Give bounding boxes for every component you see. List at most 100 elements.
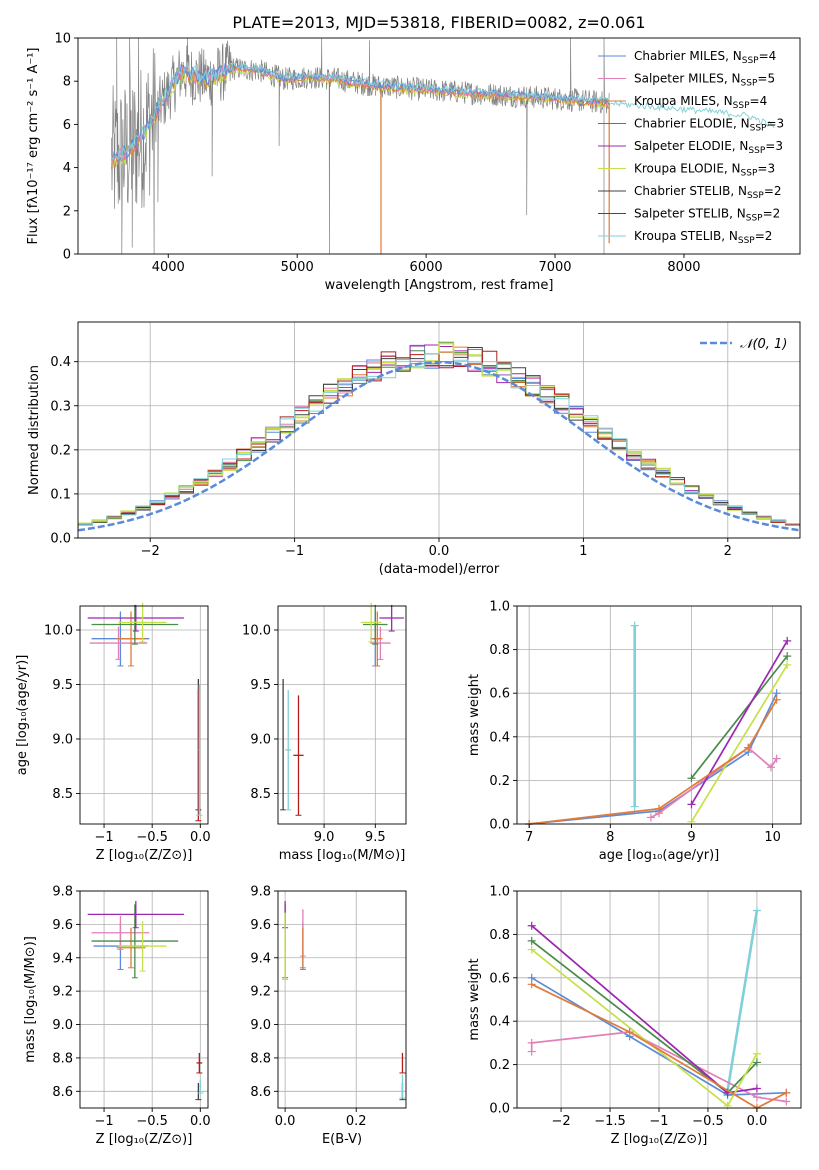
axes-frame — [79, 890, 209, 1109]
axes-frame — [516, 605, 802, 825]
weight-marker-chabrier_elodie — [752, 1058, 761, 1067]
weight-marker-salpeter_miles — [752, 1093, 761, 1102]
x-tick-label: −0.5 — [136, 830, 168, 845]
weight-marker-chabrier_elodie — [687, 774, 696, 783]
legend-entry: Kroupa STELIB, NSSP=2 — [634, 229, 772, 246]
y-tick-label: 0.0 — [489, 1102, 510, 1117]
x-axis-label: mass [log₁₀(M/M⊙)] — [279, 848, 406, 863]
mass-vs-metallicity-panel: −1 −0.5 0.0 8.6 8.8 9.0 9.2 9.4 9.6 9.8 Z [log₁₀(Z… — [23, 885, 211, 1148]
weight-line-kroupa_miles — [531, 983, 787, 1109]
weight-line-salpeter_elodie — [690, 640, 788, 805]
histogram-step-kroupa_stelib — [78, 351, 800, 528]
weight-marker-kroupa_miles — [655, 804, 663, 813]
y-axis-label: mass weight — [467, 674, 482, 756]
y-tick-label: 8.8 — [52, 1051, 73, 1066]
x-tick-label: 7 — [525, 830, 533, 845]
x-tick-label: 8000 — [667, 260, 700, 275]
x-tick-label: −1 — [649, 1114, 668, 1129]
x-tick-label: 0.2 — [346, 1114, 367, 1129]
x-tick-label: −1.5 — [594, 1114, 626, 1129]
weight-marker-salpeter_elodie — [783, 636, 792, 645]
legend-entry: Salpeter ELODIE, NSSP=3 — [634, 139, 783, 156]
x-tick-label: −0.5 — [692, 1114, 724, 1129]
x-tick-label: −2 — [551, 1114, 570, 1129]
legend-entry: Kroupa ELODIE, NSSP=3 — [634, 162, 775, 179]
axes-frame — [77, 37, 801, 255]
y-tick-label: 10.0 — [44, 623, 73, 638]
y-tick-label: 9.4 — [250, 951, 271, 966]
y-tick-label: 0.2 — [50, 443, 71, 458]
legend-entry: 𝒩(0, 1) — [740, 337, 787, 352]
weight-marker-kroupa_miles — [625, 1028, 634, 1037]
x-axis-label: E(B-V) — [322, 1132, 362, 1147]
weight-marker-kroupa_stelib — [630, 802, 639, 811]
x-axis-label: wavelength [Angstrom, rest frame] — [325, 278, 554, 293]
y-tick-label: 0.4 — [489, 1015, 510, 1030]
y-tick-label: 0.3 — [50, 399, 71, 414]
weight-marker-kroupa_stelib — [630, 621, 639, 630]
weight-marker-salpeter_elodie — [752, 1084, 761, 1093]
y-tick-label: 1.0 — [489, 885, 510, 900]
y-tick-label: 9.6 — [52, 918, 73, 933]
y-tick-label: 4 — [63, 161, 71, 176]
axes-frame — [277, 605, 407, 825]
y-tick-label: 9.6 — [250, 918, 271, 933]
mass-vs-ebv-panel: 0.0 0.2 8.6 8.8 9.0 9.2 9.4 9.6 9.8 E(B-V) — [250, 885, 407, 1147]
x-tick-label: 5000 — [281, 260, 314, 275]
y-tick-label: 0.4 — [50, 355, 71, 370]
y-tick-label: 0.8 — [489, 928, 510, 943]
y-tick-label: 9.8 — [250, 885, 271, 900]
mass-weight-vs-metallicity-panel: −2 −1.5 −1 −0.5 0.0 0.0 0.2 0.4 0.6 0.8 1.0 Z [log₁… — [467, 885, 802, 1147]
y-axis-label: age [log₁₀(age/yr)] — [15, 655, 30, 776]
weight-marker-salpeter_elodie — [687, 800, 696, 809]
y-tick-label: 0.1 — [50, 487, 71, 502]
y-tick-label: 9.0 — [250, 732, 271, 747]
y-tick-label: 0.6 — [489, 971, 510, 986]
weight-marker-kroupa_miles — [527, 980, 536, 989]
x-tick-label: −2 — [141, 544, 160, 559]
axes-frame — [79, 605, 209, 825]
y-tick-label: 9.0 — [250, 1018, 271, 1033]
x-tick-label: 0.0 — [275, 1114, 296, 1129]
legend-entry: Salpeter MILES, NSSP=5 — [634, 72, 775, 89]
weight-marker-salpeter_miles — [527, 1047, 536, 1056]
y-tick-label: 0.0 — [489, 818, 510, 833]
x-tick-label: −0.5 — [136, 1114, 168, 1129]
y-tick-label: 0.2 — [489, 774, 510, 789]
y-tick-label: 8.8 — [250, 1051, 271, 1066]
y-tick-label: 0.4 — [489, 730, 510, 745]
weight-marker-kroupa_elodie — [527, 945, 536, 954]
weight-marker-salpeter_miles — [527, 1038, 536, 1047]
y-tick-label: 0.2 — [489, 1058, 510, 1073]
spectrum-plot-area — [111, 38, 775, 254]
y-tick-label: 8.5 — [52, 787, 73, 802]
weight-marker-chabrier_elodie — [783, 652, 792, 661]
weight-marker-kroupa_miles — [782, 1088, 791, 1097]
y-tick-label: 2 — [63, 204, 71, 219]
y-tick-label: 0.8 — [489, 643, 510, 658]
x-axis-label: age [log₁₀(age/yr)] — [599, 848, 720, 863]
x-tick-label: 10 — [764, 830, 781, 845]
age-vs-metallicity-panel: −1 −0.5 0.0 8.5 9.0 9.5 10.0 Z [log₁₀(Z/Z⊙)] age… — [15, 602, 211, 863]
x-tick-label: 9.5 — [365, 830, 386, 845]
weight-marker-kroupa_stelib — [752, 906, 761, 915]
x-axis-label: Z [log₁₀(Z/Z⊙)] — [611, 1132, 708, 1147]
x-tick-label: 4000 — [152, 260, 185, 275]
y-tick-label: 9.2 — [250, 985, 271, 1000]
legend-entry: Chabrier STELIB, NSSP=2 — [634, 184, 782, 201]
x-tick-label: 7000 — [538, 260, 571, 275]
legend-entry: Chabrier MILES, NSSP=4 — [634, 49, 776, 66]
weight-marker-salpeter_miles — [766, 763, 775, 772]
weight-marker-kroupa_miles — [744, 743, 753, 752]
x-tick-label: 2 — [724, 544, 732, 559]
y-axis-label: Normed distribution — [27, 365, 42, 495]
x-tick-label: 0.0 — [190, 830, 211, 845]
x-axis-label: Z [log₁₀(Z/Z⊙)] — [96, 1132, 193, 1147]
y-tick-label: 8 — [63, 75, 71, 90]
model-spectrum-kroupa_stelib — [111, 62, 775, 161]
mass-weight-vs-age-panel: 7 8 9 10 0.0 0.2 0.4 0.6 0.8 1.0 age [log₁₀(age/yr… — [467, 600, 802, 863]
weight-marker-salpeter_miles — [646, 813, 655, 822]
y-tick-label: 6 — [63, 118, 71, 133]
y-tick-label: 9.4 — [52, 951, 73, 966]
